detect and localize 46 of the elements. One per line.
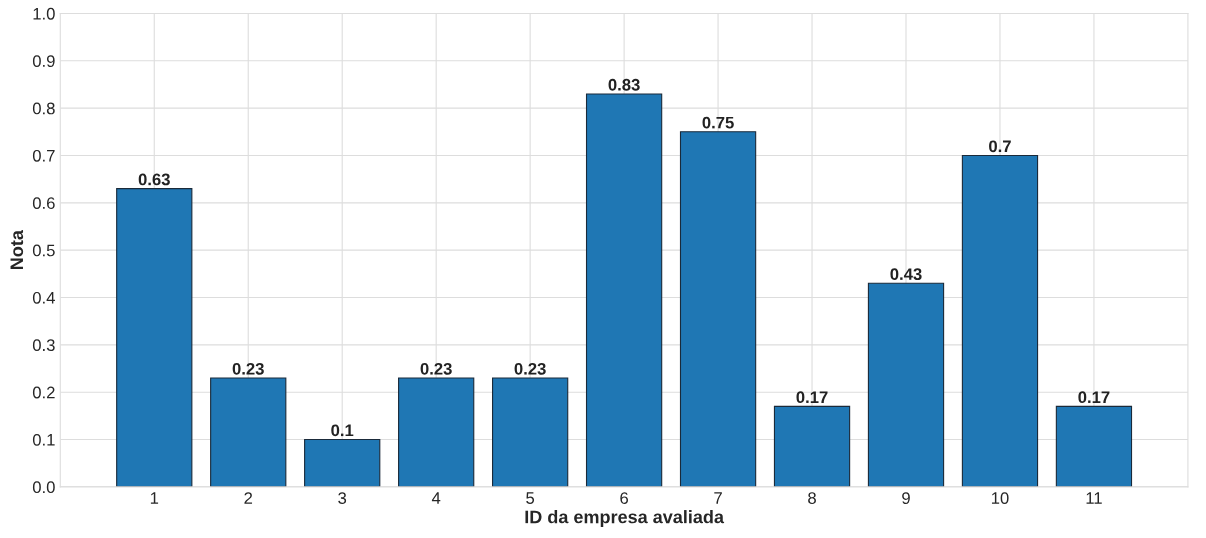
bar [961,154,1039,487]
data-label: 0.17 [796,391,828,404]
data-label: 0.17 [1078,391,1110,404]
data-label: 0.23 [514,362,546,375]
data-label: 0.43 [890,268,922,281]
y-tick-label: 0.8 [32,102,55,115]
bar [679,131,757,487]
x-tick-label: 10 [991,492,1009,504]
data-label: 0.23 [232,362,264,375]
data-label: 0.1 [331,424,354,437]
bar [116,188,193,487]
data-label: 0.7 [989,140,1011,153]
y-tick-label: 0.9 [32,55,55,67]
y-tick-label: 0.5 [32,244,55,257]
y-tick-label: 0.2 [32,386,55,399]
x-tick-label: 2 [244,492,253,504]
data-label: 0.23 [420,362,452,375]
bar [491,377,569,487]
x-tick-label: 9 [902,492,910,504]
y-axis-title: Nota [10,229,24,270]
bar [398,377,475,487]
data-label: 0.75 [702,116,734,129]
y-tick-label: 0.7 [32,149,55,162]
bar [1055,405,1133,487]
x-tick-label: 3 [338,492,347,504]
x-tick-label: 1 [150,492,159,504]
bar [773,405,851,487]
bar [585,93,663,487]
y-tick-label: 0.6 [32,197,55,210]
y-tick-label: 0.3 [32,339,55,352]
y-tick-label: 0.0 [32,481,55,494]
x-tick-label: 5 [526,492,535,504]
y-tick-label: 1.0 [33,7,55,20]
bar [304,438,381,487]
data-label: 0.63 [138,173,170,186]
y-tick-label: 0.4 [32,291,55,304]
data-label: 0.83 [608,78,640,91]
x-tick-label: 6 [620,492,629,504]
x-tick-label: 11 [1086,492,1102,504]
y-tick-label: 0.1 [32,433,55,446]
x-axis-title: ID da empresa avaliada [525,510,725,527]
x-tick-label: 4 [431,492,441,504]
x-tick-label: 7 [714,492,722,504]
bar [867,282,945,487]
x-tick-label: 8 [808,492,816,504]
bar [210,377,287,487]
